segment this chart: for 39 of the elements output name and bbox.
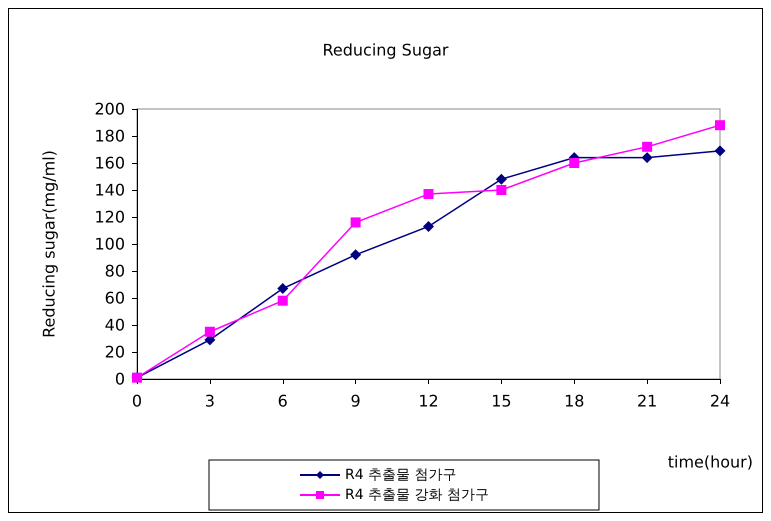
y-tick-label: 180 [94, 126, 125, 146]
point [496, 174, 507, 185]
x-tick-label: 6 [278, 392, 288, 410]
y-tick-label: 80 [104, 262, 125, 280]
y-tick-label: 20 [104, 342, 125, 362]
point [569, 158, 580, 168]
point [424, 189, 434, 200]
point [278, 296, 288, 306]
legend-label: R4 추출물 첨가구 [345, 467, 457, 483]
y-tick-label: 40 [104, 316, 125, 334]
x-axis-title: time(hour) [668, 452, 753, 472]
point [277, 283, 288, 294]
y-axis-title: Reducing sugar(mg/ml) [40, 150, 58, 338]
x-tick-label: 0 [132, 392, 142, 410]
point [715, 120, 725, 130]
y-tick-label: 100 [94, 234, 125, 254]
x-tick-label: 9 [350, 392, 361, 410]
point [642, 152, 653, 164]
y-tick-label: 60 [104, 288, 125, 308]
x-tick-label: 12 [418, 392, 439, 410]
point [714, 145, 726, 156]
x-tick-label: 18 [564, 392, 584, 410]
x-tick-label: 24 [710, 392, 730, 410]
y-tick-label: 0 [114, 370, 125, 388]
point [350, 249, 362, 260]
x-tick-label: 21 [636, 392, 658, 410]
point [350, 217, 361, 228]
point [204, 326, 215, 337]
point [642, 142, 652, 152]
y-tick-label: 200 [94, 100, 125, 118]
point [423, 220, 434, 232]
x-tick-label: 3 [204, 392, 215, 410]
x-tick-label: 15 [491, 392, 512, 410]
y-tick-label: 120 [94, 208, 125, 226]
chart-title: Reducing Sugar [322, 40, 449, 60]
legend-label: R4 추출물 강화 첨가구 [345, 487, 489, 503]
y-tick-label: 140 [94, 180, 125, 200]
point [496, 185, 506, 195]
y-tick-label: 160 [94, 154, 125, 172]
